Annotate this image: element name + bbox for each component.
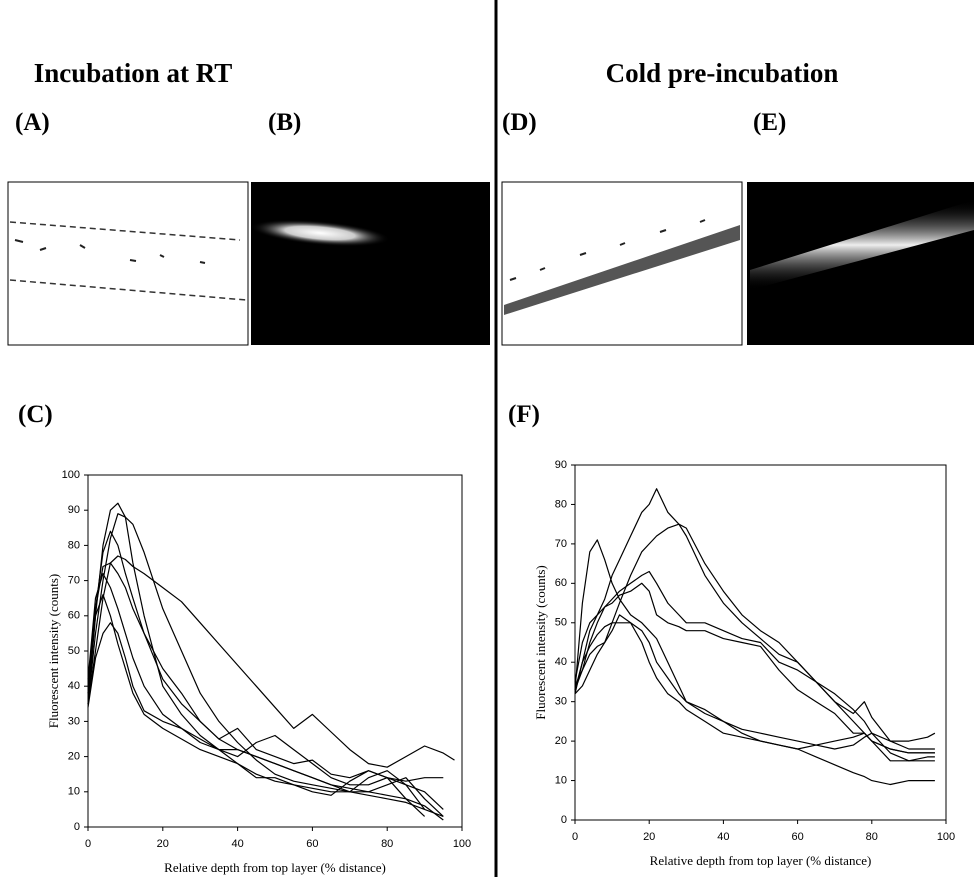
curve (87, 513, 444, 817)
x-tick-label: 80 (381, 838, 393, 850)
image-e (747, 182, 974, 345)
curve (574, 523, 935, 750)
y-axis-label: Fluorescent intensity (counts) (46, 574, 61, 729)
x-tick-label: 60 (791, 831, 803, 843)
y-axis-label: Fluorescent intensity (counts) (533, 565, 548, 720)
y-tick-label: 90 (555, 459, 567, 471)
x-axis-label: Relative depth from top layer (% distanc… (164, 860, 386, 875)
panel-label: (A) (15, 109, 50, 136)
x-axis-label: Relative depth from top layer (% distanc… (650, 853, 872, 868)
panel-label: (E) (753, 109, 786, 136)
x-tick-label: 20 (643, 831, 655, 843)
curve (574, 570, 935, 754)
x-tick-label: 100 (453, 838, 471, 850)
curve (574, 582, 935, 754)
x-tick-label: 0 (572, 831, 578, 843)
x-tick-label: 40 (717, 831, 729, 843)
y-tick-label: 50 (555, 617, 567, 629)
y-tick-label: 70 (555, 538, 567, 550)
y-tick-label: 20 (68, 751, 80, 763)
curve (574, 614, 935, 762)
y-tick-label: 60 (68, 610, 80, 622)
heading: Incubation at RT (34, 58, 233, 88)
y-tick-label: 10 (68, 786, 80, 798)
curve (574, 488, 936, 742)
panel-label: (D) (502, 109, 537, 136)
panel-label: (B) (268, 109, 301, 136)
y-tick-label: 30 (555, 696, 567, 708)
image-b (250, 182, 490, 345)
y-tick-label: 0 (74, 821, 80, 833)
x-tick-label: 100 (937, 831, 955, 843)
x-tick-label: 60 (306, 838, 318, 850)
heading: Cold pre-incubation (606, 58, 839, 88)
y-tick-label: 80 (68, 539, 80, 551)
panel-label: (F) (508, 401, 540, 428)
y-tick-label: 60 (555, 577, 567, 589)
curve (87, 594, 426, 817)
y-tick-label: 30 (68, 715, 80, 727)
image-d (501, 181, 743, 346)
curve (87, 622, 444, 786)
curve (87, 530, 444, 821)
y-tick-label: 10 (555, 774, 567, 786)
y-tick-label: 90 (68, 504, 80, 516)
y-tick-label: 100 (62, 469, 80, 481)
y-tick-label: 70 (68, 575, 80, 587)
x-tick-label: 20 (157, 838, 169, 850)
x-tick-label: 40 (231, 838, 243, 850)
y-tick-label: 0 (561, 814, 567, 826)
y-tick-label: 40 (68, 680, 80, 692)
curve (87, 502, 444, 817)
y-tick-label: 50 (68, 645, 80, 657)
curve (574, 539, 935, 786)
y-tick-label: 80 (555, 498, 567, 510)
image-a (7, 181, 249, 346)
x-tick-label: 80 (866, 831, 878, 843)
plot-frame (574, 464, 947, 821)
curve (87, 555, 455, 768)
x-tick-label: 0 (85, 838, 91, 850)
panel-label: (C) (18, 401, 53, 428)
y-tick-label: 40 (555, 656, 567, 668)
y-tick-label: 20 (555, 735, 567, 747)
